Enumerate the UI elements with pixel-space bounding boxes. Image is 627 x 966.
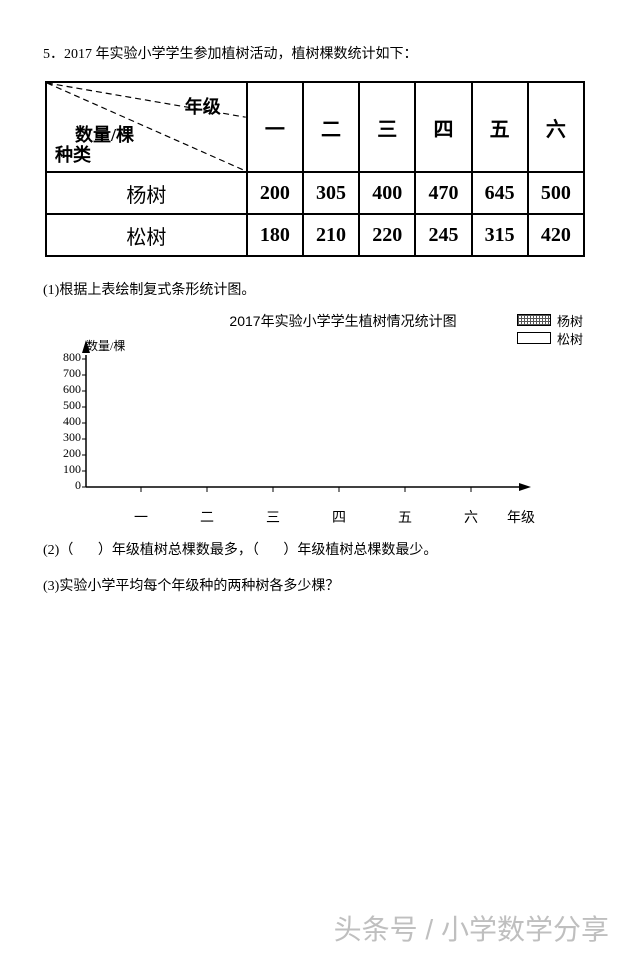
grade-6: 六: [546, 119, 566, 141]
legend-label: 杨树: [557, 311, 583, 330]
cell: 305: [303, 172, 359, 214]
table-row: 杨树 200 305 400 470 645 500: [46, 172, 584, 214]
grade-header: 四: [415, 82, 471, 172]
chart-area: 杨树 松树 2017年实验小学学生植树情况统计图 数量/棵 0 100 200 …: [43, 311, 583, 505]
legend-swatch-yangshu: [517, 314, 551, 326]
sub2-part-b: ）年级植树总棵数最多，（: [98, 543, 259, 558]
row-label: 杨树: [46, 172, 247, 214]
legend-label: 松树: [557, 329, 583, 348]
cell: 200: [247, 172, 303, 214]
row-label: 松树: [46, 214, 247, 256]
sub2-part-a: (2)（: [43, 543, 73, 558]
cell: 400: [359, 172, 415, 214]
sub-question-1: (1)根据上表绘制复式条形统计图。: [43, 279, 587, 299]
watermark: 头条号 / 小学数学分享: [334, 908, 609, 948]
cell: 180: [247, 214, 303, 256]
grade-header: 五: [472, 82, 528, 172]
cell: 500: [528, 172, 584, 214]
grade-header: 二: [303, 82, 359, 172]
x-axis-label: 年级: [501, 507, 541, 527]
x-tick: 四: [329, 507, 349, 527]
x-tick: 二: [197, 507, 217, 527]
question-stem-text: 2017 年实验小学学生参加植树活动，植树棵数统计如下：: [64, 47, 418, 62]
grade-2: 二: [321, 119, 341, 141]
cell: 645: [472, 172, 528, 214]
x-tick: 一: [131, 507, 151, 527]
cell: 315: [472, 214, 528, 256]
question-stem: 5．2017 年实验小学学生参加植树活动，植树棵数统计如下：: [43, 43, 587, 63]
question-number: 5．: [43, 47, 64, 62]
cell: 420: [528, 214, 584, 256]
chart-axes-svg: [61, 335, 531, 505]
table-corner-header: 年级 数量/棵 种类: [46, 82, 247, 172]
grade-header: 一: [247, 82, 303, 172]
chart-plot: 数量/棵 0 100 200 300 400 500 600 700 800 一…: [61, 335, 531, 505]
header-kind: 种类: [55, 141, 91, 167]
data-table: 年级 数量/棵 种类 一 二 三 四 五 六 杨树 200 305 400 47…: [45, 81, 585, 257]
x-tick: 三: [263, 507, 283, 527]
sub-question-3: (3)实验小学平均每个年级种的两种树各多少棵？: [43, 575, 587, 595]
grade-3: 三: [377, 119, 397, 141]
cell: 220: [359, 214, 415, 256]
grade-1: 一: [265, 119, 285, 141]
sub2-part-c: ）年级植树总棵数最少。: [283, 543, 437, 558]
grade-header: 六: [528, 82, 584, 172]
cell: 210: [303, 214, 359, 256]
cell: 245: [415, 214, 471, 256]
cell: 470: [415, 172, 471, 214]
header-grade: 年级: [185, 93, 221, 119]
x-tick: 五: [395, 507, 415, 527]
grade-4: 四: [433, 119, 453, 141]
grade-header: 三: [359, 82, 415, 172]
sub-question-2: (2)（ ）年级植树总棵数最多，（ ）年级植树总棵数最少。: [43, 539, 587, 559]
chart-title: 2017年实验小学学生植树情况统计图: [103, 311, 583, 331]
grade-5: 五: [490, 119, 510, 141]
x-tick: 六: [461, 507, 481, 527]
table-row: 松树 180 210 220 245 315 420: [46, 214, 584, 256]
